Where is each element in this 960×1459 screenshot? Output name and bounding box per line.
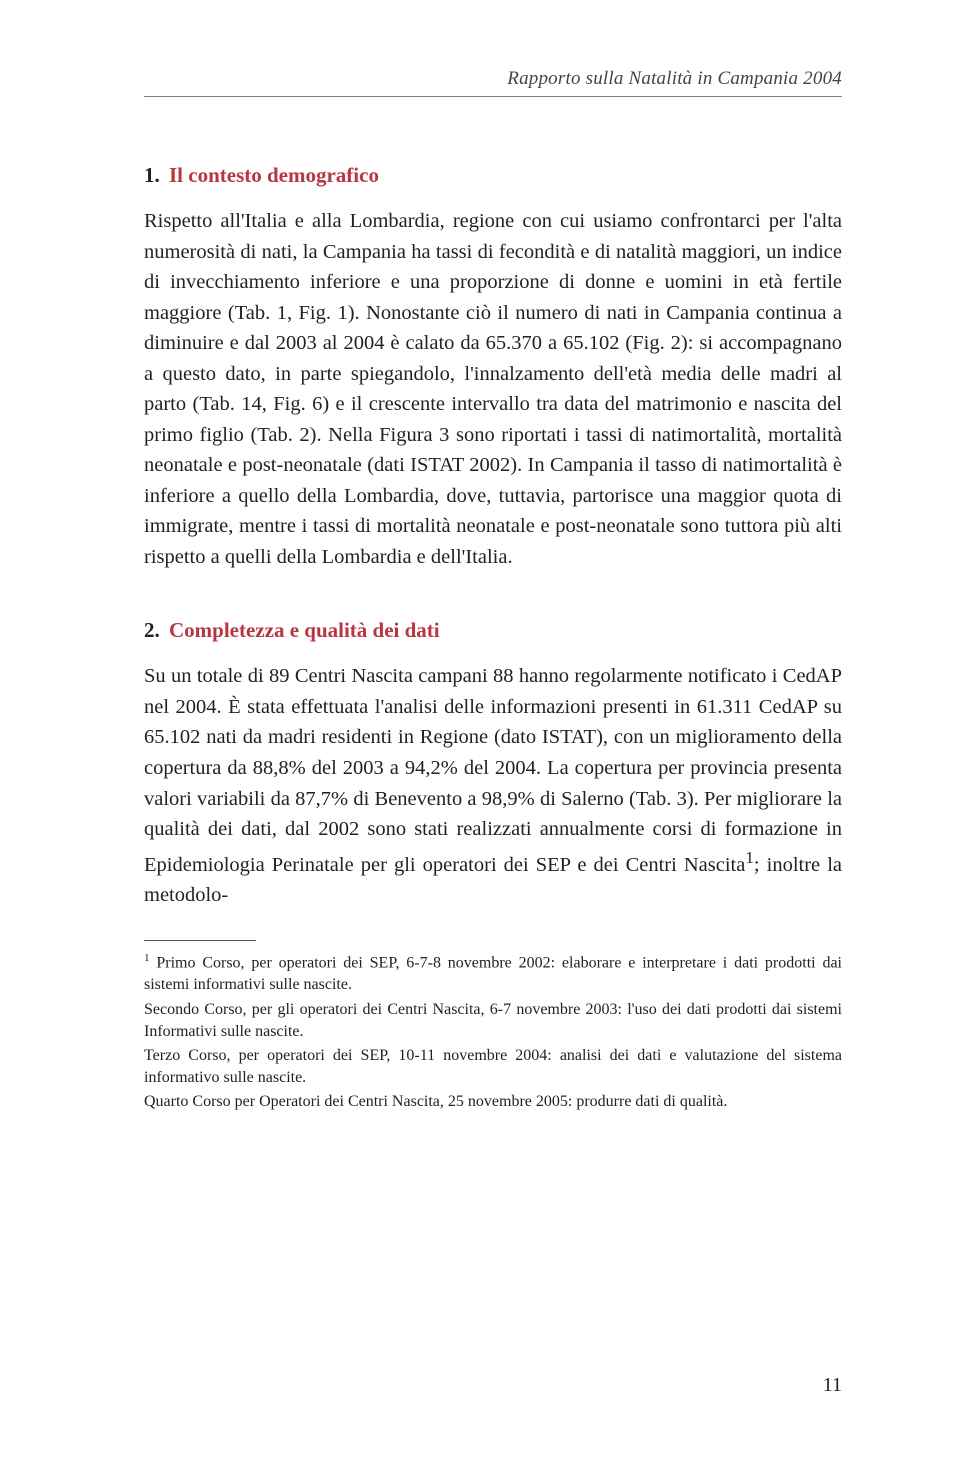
section-1-title: Il contesto demografico bbox=[169, 163, 379, 187]
page-number: 11 bbox=[823, 1374, 842, 1397]
page-container: Rapporto sulla Natalità in Campania 2004… bbox=[0, 0, 960, 1459]
footnote-1-text: Primo Corso, per operatori dei SEP, 6-7-… bbox=[144, 955, 842, 994]
running-header: Rapporto sulla Natalità in Campania 2004 bbox=[144, 68, 842, 97]
section-1-number: 1. bbox=[144, 163, 160, 187]
section-1-body: Rispetto all'Italia e alla Lombardia, re… bbox=[144, 206, 842, 572]
section-1-heading: 1. Il contesto demografico bbox=[144, 163, 842, 188]
footnote-2: Secondo Corso, per gli operatori dei Cen… bbox=[144, 999, 842, 1042]
section-2-number: 2. bbox=[144, 618, 160, 642]
section-2-body: Su un totale di 89 Centri Nascita campan… bbox=[144, 661, 842, 910]
footnote-separator bbox=[144, 940, 256, 941]
section-2-body-part1: Su un totale di 89 Centri Nascita campan… bbox=[144, 665, 842, 875]
footnote-1: 1 Primo Corso, per operatori dei SEP, 6-… bbox=[144, 951, 842, 996]
section-2-title: Completezza e qualità dei dati bbox=[169, 618, 440, 642]
footnote-ref-1: 1 bbox=[745, 848, 754, 867]
footnote-3: Terzo Corso, per operatori dei SEP, 10-1… bbox=[144, 1045, 842, 1088]
footnote-4: Quarto Corso per Operatori dei Centri Na… bbox=[144, 1091, 842, 1113]
footnotes-block: 1 Primo Corso, per operatori dei SEP, 6-… bbox=[144, 951, 842, 1112]
section-2-heading: 2. Completezza e qualità dei dati bbox=[144, 618, 842, 643]
